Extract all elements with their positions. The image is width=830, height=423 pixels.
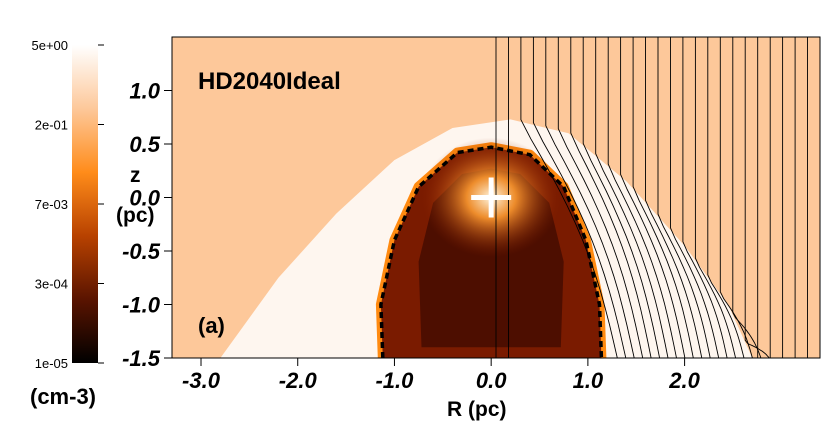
x-tick-label: 0.0	[476, 368, 507, 393]
field-line	[520, 37, 618, 358]
x-tick-label: -2.0	[279, 368, 318, 393]
field-line	[670, 37, 720, 358]
y-tick-label: 0.5	[129, 132, 160, 157]
field-line	[545, 37, 635, 358]
field-line	[595, 37, 669, 358]
x-tick-label: 1.0	[573, 368, 604, 393]
field-line	[657, 37, 711, 358]
field-line	[744, 37, 770, 358]
chart-title: HD2040Ideal	[198, 68, 341, 95]
colorbar-unit-label: (cm-3)	[30, 384, 96, 409]
y-tick-label: -0.5	[122, 239, 161, 264]
field-line	[707, 37, 745, 358]
field-line	[632, 37, 694, 358]
y-axis-label-z: z	[130, 164, 141, 187]
colorbar-tick-label: 1e-05	[35, 356, 68, 371]
x-axis-label: R (pc)	[447, 398, 507, 421]
y-tick-label: -1.5	[122, 346, 161, 371]
x-tick-label: -3.0	[182, 368, 221, 393]
y-axis-ticks: 1.0 0.5 0.0 -0.5 -1.0 -1.5	[122, 79, 172, 371]
y-tick-label: 1.0	[129, 79, 160, 104]
y-axis-label-unit: (pc)	[116, 204, 155, 227]
y-tick-label: 0.0	[129, 186, 160, 211]
colorbar-tick-label: 7e-03	[35, 197, 68, 212]
field-line	[682, 37, 728, 358]
panel-label: (a)	[198, 313, 225, 338]
y-tick-label: -1.0	[122, 293, 161, 318]
contact-discontinuity-dashed	[379, 145, 604, 358]
field-line	[607, 37, 677, 358]
field-line	[557, 37, 644, 358]
field-line	[582, 37, 661, 358]
colorbar-tick-label: 2e-01	[35, 118, 68, 133]
x-tick-label: 2.0	[668, 368, 700, 393]
colorbar-tick-label: 3e-04	[35, 277, 68, 292]
field-line	[719, 37, 753, 358]
x-axis-ticks: -3.0 -2.0 -1.0 0.0 1.0 2.0	[182, 358, 701, 393]
colorbar	[72, 45, 98, 363]
field-line	[694, 37, 737, 358]
field-line	[645, 37, 703, 358]
colorbar-ticks: 5e+00 2e-01 7e-03 3e-04 1e-05	[31, 38, 104, 371]
field-line	[532, 37, 627, 358]
field-line	[570, 37, 652, 358]
star-cross-marker	[471, 177, 512, 218]
colorbar-tick-label: 5e+00	[31, 38, 68, 53]
x-tick-label: -1.0	[375, 368, 414, 393]
magnetic-field-lines	[495, 37, 808, 358]
field-line	[620, 37, 686, 358]
